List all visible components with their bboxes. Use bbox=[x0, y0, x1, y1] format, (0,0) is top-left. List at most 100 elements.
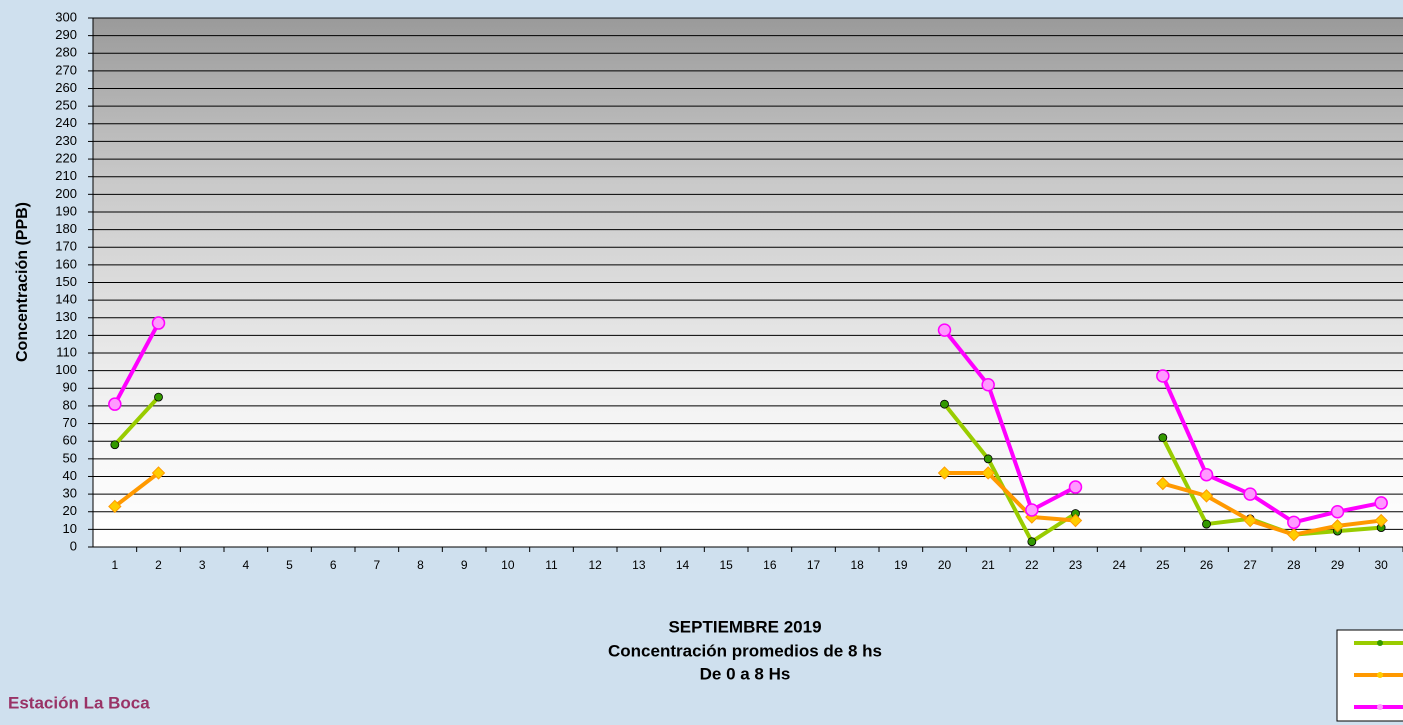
x-tick-label: 9 bbox=[461, 558, 468, 572]
marker bbox=[1068, 513, 1083, 528]
x-tick-label: 12 bbox=[588, 558, 602, 572]
marker bbox=[1025, 503, 1039, 517]
marker bbox=[1330, 519, 1345, 533]
x-tick-label: 6 bbox=[330, 558, 337, 572]
y-tick-label: 160 bbox=[55, 256, 77, 271]
marker bbox=[151, 316, 166, 330]
legend-marker bbox=[1377, 672, 1383, 678]
marker bbox=[1374, 496, 1388, 510]
y-tick-label: 230 bbox=[55, 133, 77, 148]
y-tick-label: 100 bbox=[55, 362, 77, 377]
x-tick-label: 8 bbox=[417, 558, 424, 572]
marker bbox=[1068, 480, 1083, 494]
y-tick-label: 180 bbox=[55, 221, 77, 236]
x-tick-label: 26 bbox=[1200, 558, 1214, 572]
marker bbox=[940, 399, 949, 409]
series-line bbox=[113, 322, 1382, 525]
marker bbox=[1287, 527, 1301, 542]
y-tick-label: 300 bbox=[55, 9, 77, 24]
y-tick-label: 270 bbox=[55, 62, 77, 77]
legend-marker bbox=[1377, 704, 1383, 710]
x-tick-label: 13 bbox=[632, 558, 646, 572]
y-tick-label: 170 bbox=[55, 239, 77, 254]
x-tick-label: 1 bbox=[111, 558, 118, 572]
x-tick-label: 29 bbox=[1331, 558, 1345, 572]
y-tick-label: 260 bbox=[55, 80, 77, 95]
x-tick-label: 4 bbox=[242, 558, 249, 572]
y-tick-label: 90 bbox=[63, 380, 77, 395]
y-tick-label: 150 bbox=[55, 274, 77, 289]
x-tick-label: 30 bbox=[1374, 558, 1388, 572]
y-tick-label: 190 bbox=[55, 203, 77, 218]
chart-title: SEPTIEMBRE 2019 bbox=[668, 617, 821, 636]
y-tick-label: 70 bbox=[63, 415, 77, 430]
y-tick-label: 10 bbox=[63, 521, 77, 536]
marker bbox=[1287, 515, 1301, 530]
marker bbox=[1158, 433, 1168, 443]
x-tick-label: 18 bbox=[850, 558, 864, 572]
marker bbox=[981, 378, 995, 392]
chart-title: De 0 a 8 Hs bbox=[700, 664, 791, 683]
x-tick-label: 17 bbox=[807, 558, 821, 572]
x-tick-label: 14 bbox=[676, 558, 690, 572]
x-tick-label: 15 bbox=[719, 558, 733, 572]
marker bbox=[1199, 489, 1214, 503]
station-label: Estación La Boca bbox=[8, 693, 150, 712]
y-tick-label: 220 bbox=[55, 151, 77, 166]
x-tick-label: 25 bbox=[1156, 558, 1170, 572]
x-tick-label: 5 bbox=[286, 558, 293, 572]
y-tick-label: 0 bbox=[70, 538, 77, 553]
y-tick-label: 60 bbox=[63, 433, 77, 448]
marker bbox=[1202, 519, 1211, 529]
x-tick-label: 11 bbox=[545, 558, 558, 572]
y-axis-label: Concentración (PPB) bbox=[14, 202, 31, 362]
marker bbox=[108, 499, 122, 514]
y-tick-label: 250 bbox=[55, 98, 77, 113]
marker bbox=[108, 397, 122, 411]
y-tick-label: 20 bbox=[63, 503, 77, 518]
x-tick-label: 28 bbox=[1287, 558, 1301, 572]
x-tick-label: 16 bbox=[763, 558, 777, 572]
marker bbox=[154, 392, 163, 402]
x-tick-label: 2 bbox=[155, 558, 162, 572]
marker bbox=[1199, 467, 1214, 482]
x-tick-label: 21 bbox=[981, 558, 995, 572]
marker bbox=[151, 466, 166, 480]
marker bbox=[1156, 476, 1170, 491]
legend-marker bbox=[1377, 640, 1383, 646]
chart-title: Concentración promedios de 8 hs bbox=[608, 641, 882, 660]
x-tick-label: 20 bbox=[938, 558, 952, 572]
x-tick-label: 23 bbox=[1069, 558, 1083, 572]
y-tick-label: 130 bbox=[55, 309, 77, 324]
marker bbox=[1374, 513, 1388, 528]
y-tick-label: 280 bbox=[55, 45, 77, 60]
y-tick-label: 40 bbox=[63, 468, 77, 483]
y-tick-label: 30 bbox=[63, 486, 77, 501]
y-tick-label: 200 bbox=[55, 186, 77, 201]
y-tick-label: 120 bbox=[55, 327, 77, 342]
y-tick-label: 210 bbox=[55, 168, 77, 183]
x-tick-label: 10 bbox=[501, 558, 515, 572]
y-tick-label: 290 bbox=[55, 27, 77, 42]
y-tick-label: 50 bbox=[63, 450, 77, 465]
x-tick-label: 27 bbox=[1243, 558, 1257, 572]
marker bbox=[937, 466, 952, 480]
marker bbox=[1243, 513, 1257, 528]
x-tick-label: 19 bbox=[894, 558, 908, 572]
y-tick-label: 240 bbox=[55, 115, 77, 130]
marker bbox=[1156, 369, 1170, 383]
marker bbox=[110, 440, 120, 450]
x-tick-label: 24 bbox=[1112, 558, 1126, 572]
y-tick-label: 80 bbox=[63, 397, 77, 412]
marker bbox=[937, 323, 952, 337]
x-tick-label: 3 bbox=[199, 558, 206, 572]
marker bbox=[981, 466, 995, 480]
marker bbox=[983, 454, 993, 464]
marker bbox=[1330, 504, 1345, 519]
x-tick-label: 22 bbox=[1025, 558, 1039, 572]
y-tick-label: 110 bbox=[56, 344, 77, 359]
x-tick-label: 7 bbox=[373, 558, 380, 572]
y-tick-label: 140 bbox=[55, 292, 77, 307]
